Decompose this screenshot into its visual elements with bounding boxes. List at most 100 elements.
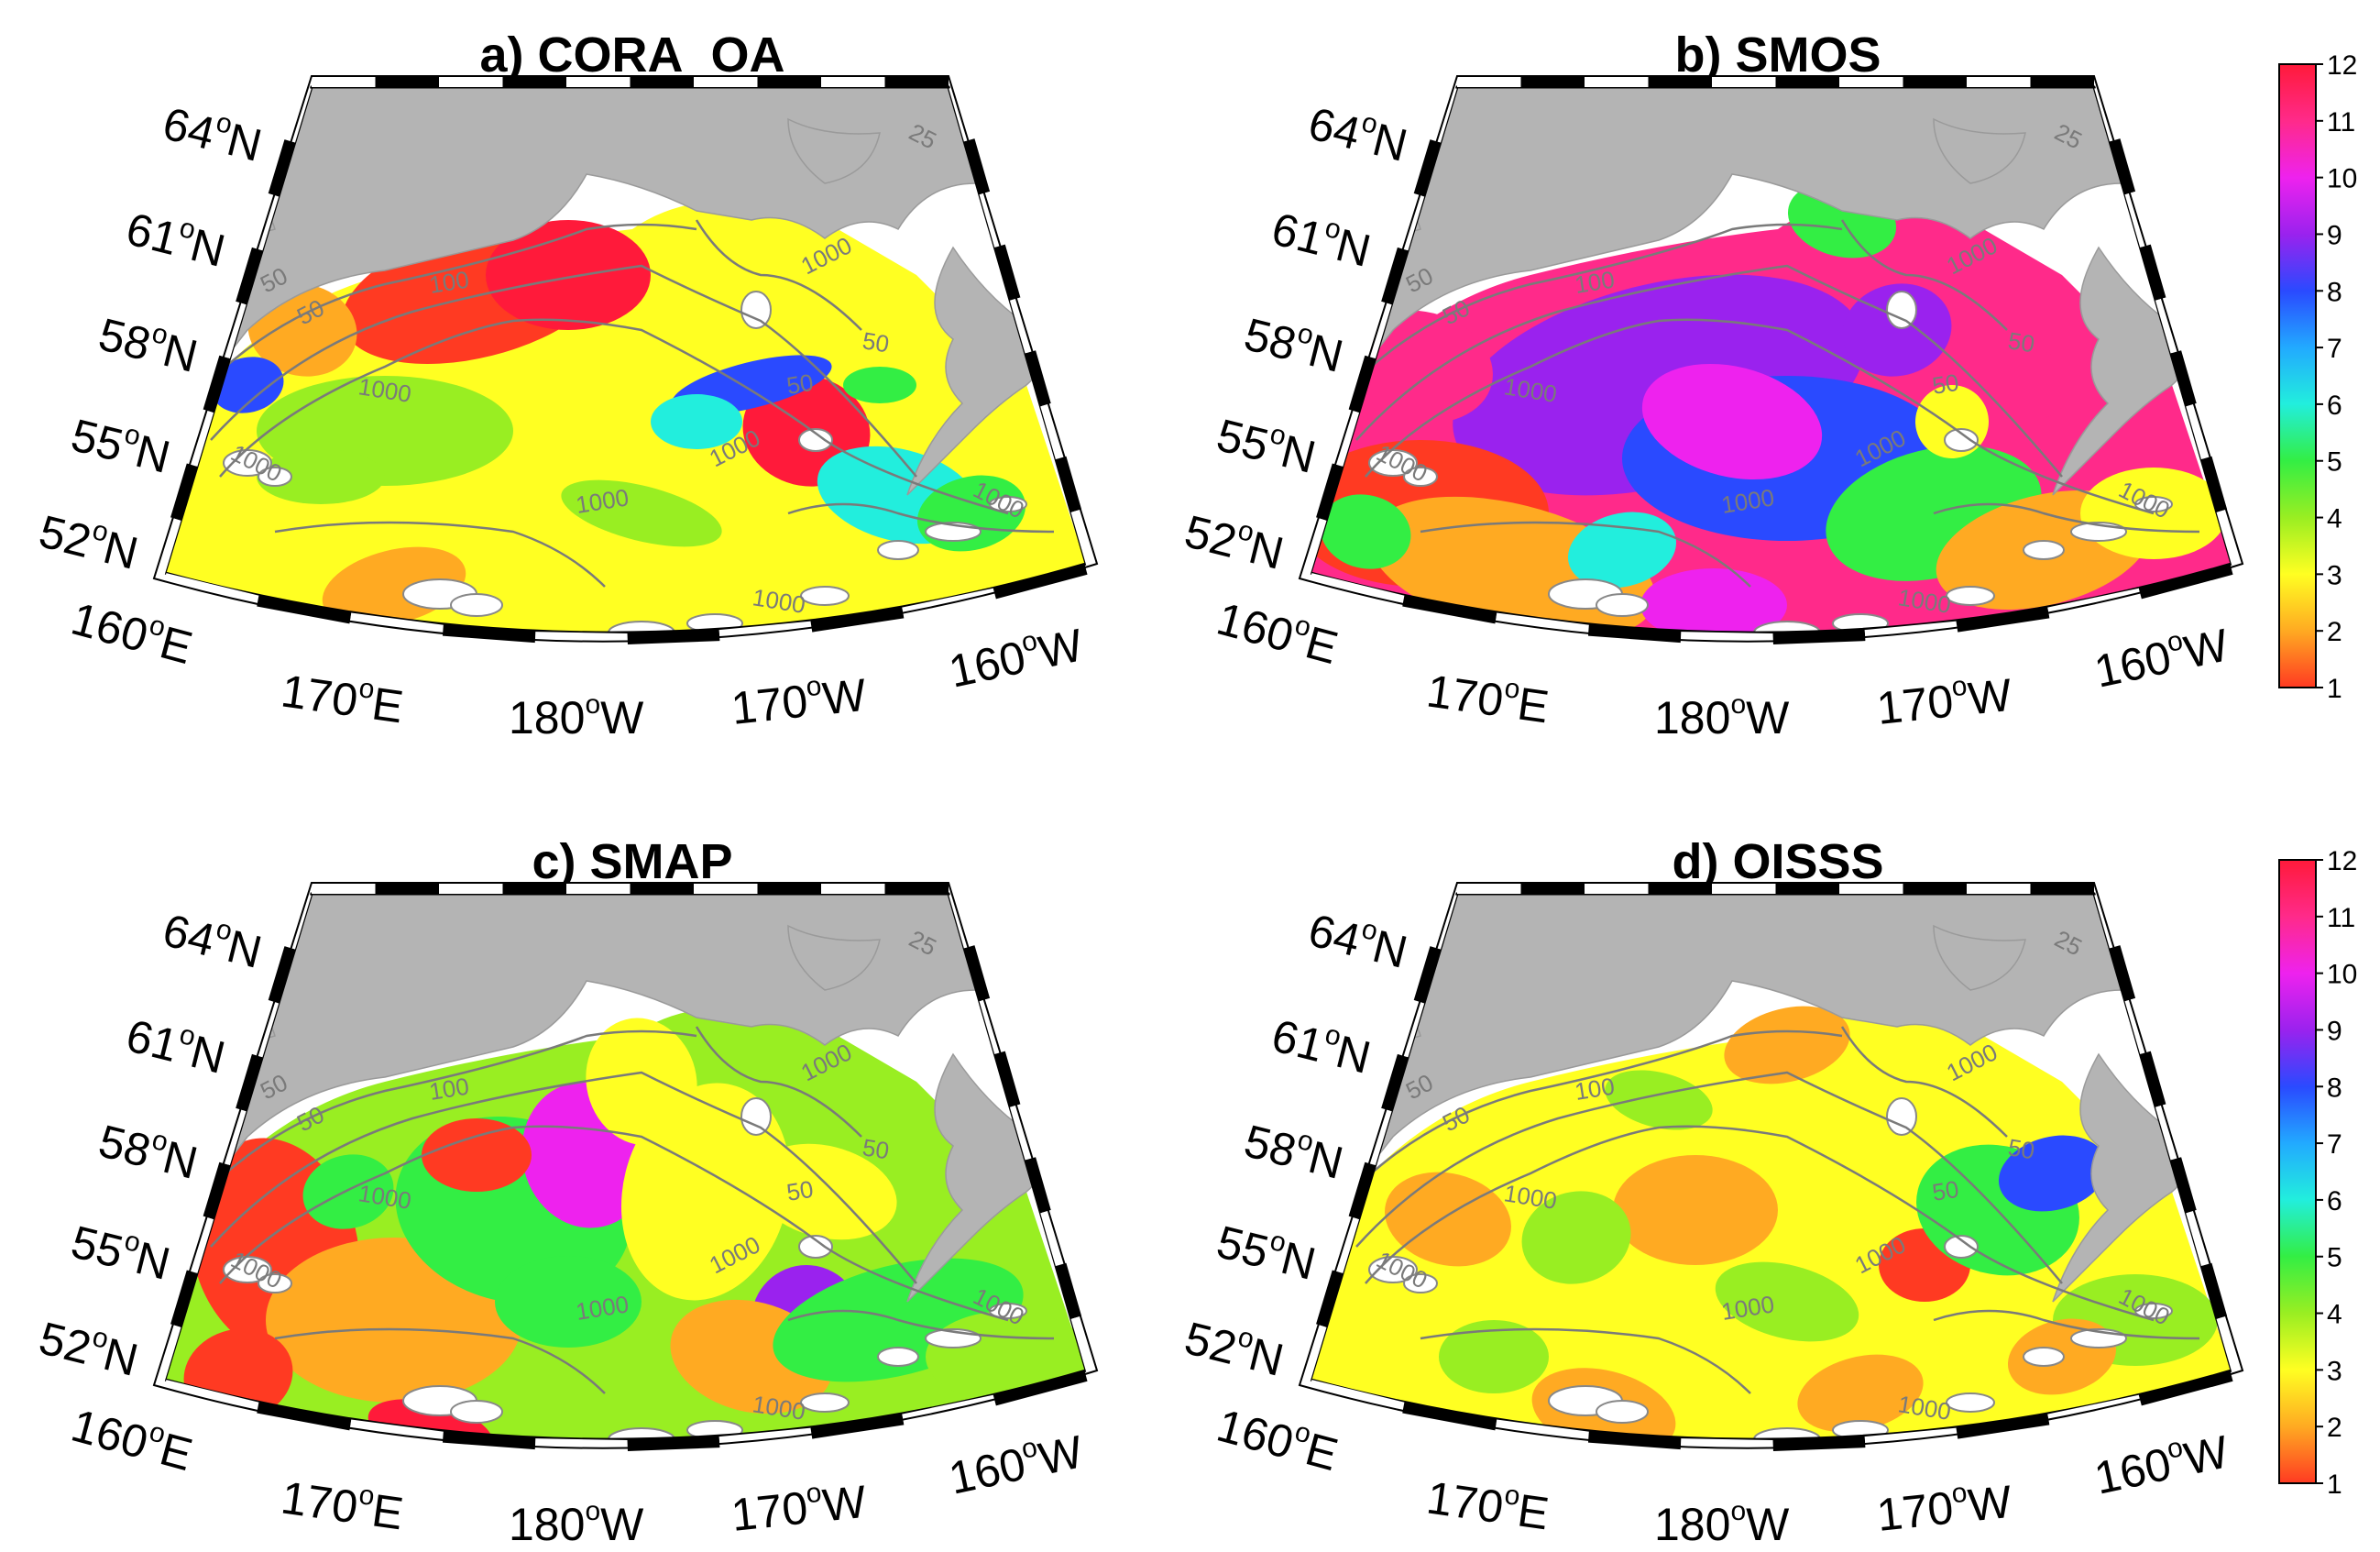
frame-tick [163,573,259,607]
frame-tick [442,1431,536,1450]
bathymetry-contour [787,502,1055,534]
value-patch [1605,1070,1713,1130]
bathymetry-contour [219,318,1009,515]
frame-tick [2186,403,2212,460]
latitude-label: 61oN [121,200,230,276]
land-mass [1933,117,2026,184]
frame-tick [170,463,198,521]
bathymetry-contour [1355,1071,2063,1284]
frame-tick [349,1419,444,1443]
longitude-label: 170oW [1874,1473,2014,1541]
value-patch [1980,348,2071,422]
frame-tick [1070,509,1097,566]
island [989,496,1027,512]
value-patch [1842,283,1952,377]
frame-tick [1070,1315,1097,1372]
frame-tick [2155,297,2182,354]
island [800,586,850,606]
value-patch [1715,1261,1859,1342]
longitude-label: 160oE [66,590,198,675]
contour-label: 50 [2006,326,2036,358]
map-panel-b: b) SMOS501001000100010005050251000100010… [1179,28,2244,743]
frame-tick [1864,1427,1958,1448]
colorbar-tick-label: 7 [2327,334,2342,364]
bathymetry-contour [210,264,917,478]
frame-tick [535,632,628,644]
latitude-label: 55oN [1212,406,1321,482]
colorbar-tick-label: 9 [2327,1016,2342,1046]
colorbar-tick-label: 11 [2327,903,2355,933]
frame-tick [1025,350,1051,407]
salinity-field: 5010010001000100050502510001000100010005… [165,87,1086,633]
colorbar-tick-label: 4 [2327,1300,2342,1330]
latitude-label: 64oN [158,94,267,171]
panel-title: a) CORA_OA [479,28,784,83]
island [989,1303,1027,1319]
colorbar-tick-label: 8 [2327,277,2342,307]
colorbar-gradient [2278,63,2317,688]
island [1944,428,1979,452]
frame-tick [1332,1216,1360,1273]
colorbar-tick-label: 11 [2327,107,2355,138]
bathymetry-contour [219,1125,1009,1322]
island [740,1097,772,1136]
bathymetry-contour [695,219,862,331]
latitude-label: 52oN [34,1309,143,1385]
latitude-label: 61oN [1267,200,1376,276]
longitude-label: 170oW [729,666,869,734]
colorbar-tick-label: 12 [2327,50,2357,81]
frame-tick [170,1270,198,1327]
bathymetry-contour [787,1309,1055,1340]
frame-tick [1300,517,1327,575]
value-patch [651,394,742,449]
contour-label: 50 [2006,1133,2036,1164]
frame-tick [1040,1210,1067,1267]
frame-tick [2155,1104,2182,1161]
frame-tick [2186,1210,2212,1267]
bathymetry-contour [1365,318,2155,515]
outer-frame [1298,75,2244,643]
frame-tick [203,355,230,413]
value-patch [1439,1320,1549,1393]
island [877,540,919,560]
salinity-field: 5010010001000100050502510001000100010005… [1311,894,2232,1440]
frame-tick [257,1402,352,1431]
colorbar-tick-label: 9 [2327,220,2342,250]
island [740,291,772,329]
contour-label: 50 [784,1175,815,1206]
colorbar-tick-label: 5 [2327,1243,2342,1273]
frame-tick [1587,1431,1682,1450]
island [2134,1303,2173,1319]
latitude-label: 55oN [1212,1213,1321,1289]
frame-tick [2216,509,2243,566]
frame-tick [949,892,975,949]
longitude-label: 160oW [2089,1423,2233,1504]
frame-tick [1402,1402,1497,1431]
frame-tick [1681,1438,1773,1451]
bathymetry-contour [1933,1309,2200,1340]
frame-tick [1309,573,1405,607]
frame-tick [284,892,312,950]
longitude-label: 160oE [66,1397,198,1481]
value-patch [561,479,722,547]
frame-tick [1316,1270,1344,1327]
frame-tick [1055,1262,1082,1319]
value-patch [211,357,284,413]
value-patch [1320,494,1411,569]
bathymetry-contour [1420,521,1751,588]
frame-tick [1495,612,1590,636]
island [800,1392,850,1413]
colorbar-tick-label: 3 [2327,560,2342,590]
longitude-label: 180oW [1654,689,1790,743]
longitude-label: 180oW [1654,1496,1790,1550]
bathymetry-contour [196,1029,697,1202]
frame-tick [1332,409,1360,467]
frame-tick [1348,355,1376,413]
map-panel-d: d) OISSS50100100010001000505025100010001… [1179,834,2244,1550]
bathymetry-contour [1840,1026,2008,1138]
bathymetry-contour [1342,223,1843,395]
value-patch [1385,1172,1511,1267]
frame-tick [1587,624,1682,644]
land-mass [787,924,881,991]
